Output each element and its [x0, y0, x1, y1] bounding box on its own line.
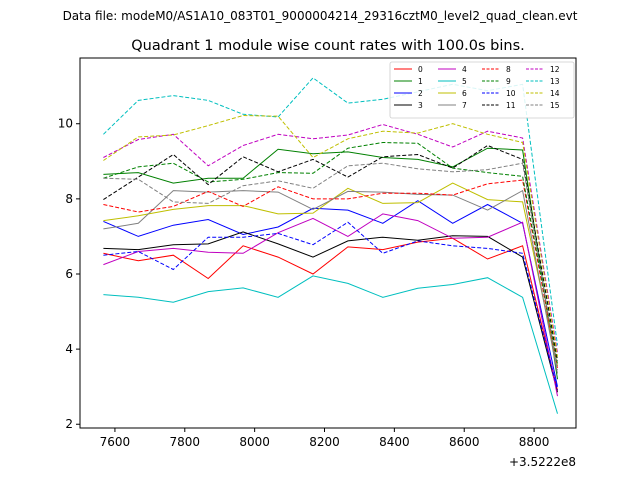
legend-label-3: 3 [418, 101, 423, 110]
data-file-header: Data file: modeM0/AS1A10_083T01_90000042… [63, 9, 578, 23]
legend-label-12: 12 [550, 65, 560, 74]
x-axis-offset-label: +3.5222e8 [509, 455, 576, 469]
y-tick-label: 8 [65, 192, 73, 206]
x-tick-label: 8000 [239, 435, 270, 449]
legend-label-10: 10 [506, 89, 516, 98]
y-tick-label: 4 [65, 342, 73, 356]
legend-label-0: 0 [418, 65, 423, 74]
x-tick-label: 7600 [100, 435, 131, 449]
legend-label-1: 1 [418, 77, 423, 86]
y-tick-label: 2 [65, 417, 73, 431]
x-tick-label: 8400 [379, 435, 410, 449]
legend-label-7: 7 [462, 101, 467, 110]
y-tick-label: 6 [65, 267, 73, 281]
legend-label-2: 2 [418, 89, 423, 98]
x-tick-label: 8200 [309, 435, 340, 449]
x-tick-label: 7800 [170, 435, 201, 449]
y-tick-label: 10 [58, 117, 73, 131]
x-tick-label: 8800 [519, 435, 550, 449]
chart-title: Quadrant 1 module wise count rates with … [131, 38, 525, 54]
legend-label-13: 13 [550, 77, 560, 86]
legend-label-5: 5 [462, 77, 467, 86]
legend-label-11: 11 [506, 101, 516, 110]
legend-label-8: 8 [506, 65, 511, 74]
legend-label-14: 14 [550, 89, 560, 98]
legend-label-15: 15 [550, 101, 560, 110]
legend-label-6: 6 [462, 89, 467, 98]
legend-label-4: 4 [462, 65, 467, 74]
legend-label-9: 9 [506, 77, 511, 86]
x-tick-label: 8600 [449, 435, 480, 449]
